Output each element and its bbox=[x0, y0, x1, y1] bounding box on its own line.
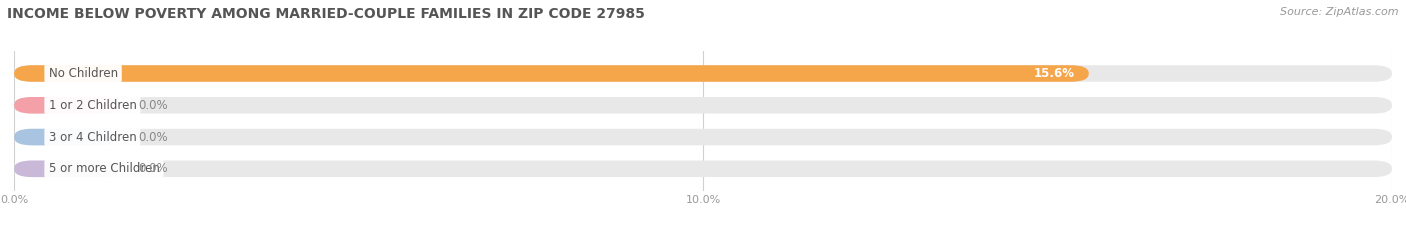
Text: 0.0%: 0.0% bbox=[138, 99, 167, 112]
FancyBboxPatch shape bbox=[14, 161, 1392, 177]
FancyBboxPatch shape bbox=[14, 65, 1392, 82]
Text: INCOME BELOW POVERTY AMONG MARRIED-COUPLE FAMILIES IN ZIP CODE 27985: INCOME BELOW POVERTY AMONG MARRIED-COUPL… bbox=[7, 7, 645, 21]
FancyBboxPatch shape bbox=[14, 129, 1392, 145]
Text: 5 or more Children: 5 or more Children bbox=[48, 162, 159, 175]
Text: Source: ZipAtlas.com: Source: ZipAtlas.com bbox=[1281, 7, 1399, 17]
FancyBboxPatch shape bbox=[14, 97, 1392, 113]
Text: 3 or 4 Children: 3 or 4 Children bbox=[48, 130, 136, 144]
FancyBboxPatch shape bbox=[14, 161, 118, 177]
Text: 0.0%: 0.0% bbox=[138, 162, 167, 175]
FancyBboxPatch shape bbox=[14, 65, 1088, 82]
FancyBboxPatch shape bbox=[14, 129, 118, 145]
Text: No Children: No Children bbox=[48, 67, 118, 80]
Text: 1 or 2 Children: 1 or 2 Children bbox=[48, 99, 136, 112]
Text: 0.0%: 0.0% bbox=[138, 130, 167, 144]
FancyBboxPatch shape bbox=[14, 97, 118, 113]
Text: 15.6%: 15.6% bbox=[1033, 67, 1076, 80]
